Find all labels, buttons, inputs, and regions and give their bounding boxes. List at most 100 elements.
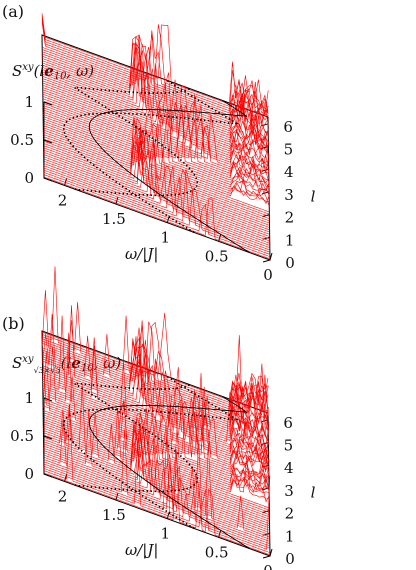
trace-line [42, 63, 269, 150]
omega-tick-label: 0 [263, 562, 273, 570]
trace-line [42, 401, 270, 476]
trace-line [43, 172, 271, 255]
l-axis-title: l [311, 483, 316, 501]
l-tick-label: 0 [285, 254, 295, 272]
panel-b-z-label-base: S [12, 354, 23, 372]
trace-line [43, 461, 270, 544]
l-tick-label: 2 [285, 209, 295, 227]
l-tick-label: 1 [285, 231, 295, 249]
l-tick-label: 6 [283, 414, 293, 432]
trace-line [43, 160, 270, 244]
z-tick-label: 1 [24, 389, 34, 407]
trace-line [42, 346, 270, 471]
trace-line [42, 93, 270, 171]
trace-line [43, 409, 271, 553]
trace-line [42, 398, 270, 484]
l-tick-mark [262, 555, 271, 559]
trace-line [42, 369, 269, 443]
l-tick-label: 1 [285, 527, 295, 545]
omega-tick-label: 1 [160, 229, 170, 247]
z-tick-label: 0 [24, 169, 34, 187]
z-tick-mark [43, 397, 53, 402]
trace-line [42, 315, 269, 458]
trace-line [42, 327, 269, 420]
trace-line [41, 302, 269, 413]
trace-line [43, 125, 270, 217]
omega-axis-title: ω/|J| [125, 541, 158, 559]
trace-line [43, 437, 270, 533]
trace-line [43, 412, 270, 509]
trace-line [42, 341, 269, 433]
dispersion-solid [88, 100, 250, 253]
trace-line [43, 454, 270, 538]
l-axis-title: l [311, 187, 316, 205]
z-tick-label: 1 [24, 93, 34, 111]
trace-line [42, 104, 270, 184]
trace-line [42, 54, 269, 148]
trace-line [43, 408, 270, 513]
panel-a-z-label-sub: 10 [53, 71, 67, 82]
trace-line [43, 108, 270, 202]
trace-line [43, 468, 271, 550]
omega-tick-label: 1.5 [102, 506, 126, 524]
trace-line [43, 130, 270, 226]
trace-line [43, 427, 270, 511]
l-tick-label: 3 [284, 482, 294, 500]
trace-line [42, 401, 270, 489]
panel-a-z-label-args: (l [33, 62, 45, 80]
trace-line [42, 41, 269, 137]
trace-line [42, 389, 270, 465]
panel-a-z-label-rest: , ω) [66, 62, 95, 80]
l-tick-label: 4 [284, 459, 294, 477]
floor-outline [41, 34, 271, 261]
trace-line [42, 68, 269, 147]
trace-line [43, 140, 270, 233]
trace-line [42, 35, 269, 123]
trace-line [42, 109, 270, 194]
trace-line [41, 19, 269, 114]
trace-line [42, 50, 269, 141]
trace-line [42, 362, 270, 462]
omega-tick-label: 2 [58, 487, 68, 505]
trace-line [43, 434, 270, 527]
omega-tick-label: 2 [58, 191, 68, 209]
trace-line [43, 116, 270, 219]
trace-line [42, 34, 269, 119]
trace-line [42, 332, 270, 465]
trace-line [43, 459, 270, 542]
trace-line [43, 165, 270, 248]
trace-line [43, 423, 270, 524]
omega-tick-label: 1 [160, 525, 170, 543]
trace-line [43, 413, 270, 491]
trace-line [43, 383, 270, 520]
trace-line [42, 335, 269, 431]
trace-line [42, 337, 269, 448]
panel-b-plot [41, 266, 273, 559]
trace-line [43, 413, 270, 503]
panel-b-label: (b) [2, 314, 25, 333]
z-tick-mark [43, 101, 53, 106]
trace-line [43, 120, 270, 197]
trace-line [43, 150, 270, 235]
trace-line [43, 428, 270, 529]
l-tick-label: 0 [285, 550, 295, 568]
trace-line [42, 335, 269, 430]
trace-line [42, 46, 269, 126]
trace-line [43, 129, 270, 213]
trace-line [43, 140, 270, 240]
trace-line [42, 91, 270, 168]
l-tick-label: 5 [284, 141, 294, 159]
trace-line [42, 36, 269, 127]
z-tick-label: 0.5 [10, 427, 34, 445]
trace-line [43, 117, 270, 222]
omega-tick-label: 0.5 [205, 247, 229, 265]
trace-line [42, 305, 269, 442]
trace-line [43, 404, 270, 494]
trace-line [43, 140, 270, 228]
omega-tick-label: 0 [263, 266, 273, 284]
trace-line [43, 404, 270, 515]
trace-line [43, 439, 270, 522]
trace-line [43, 451, 271, 556]
l-tick-label: 6 [283, 118, 293, 136]
